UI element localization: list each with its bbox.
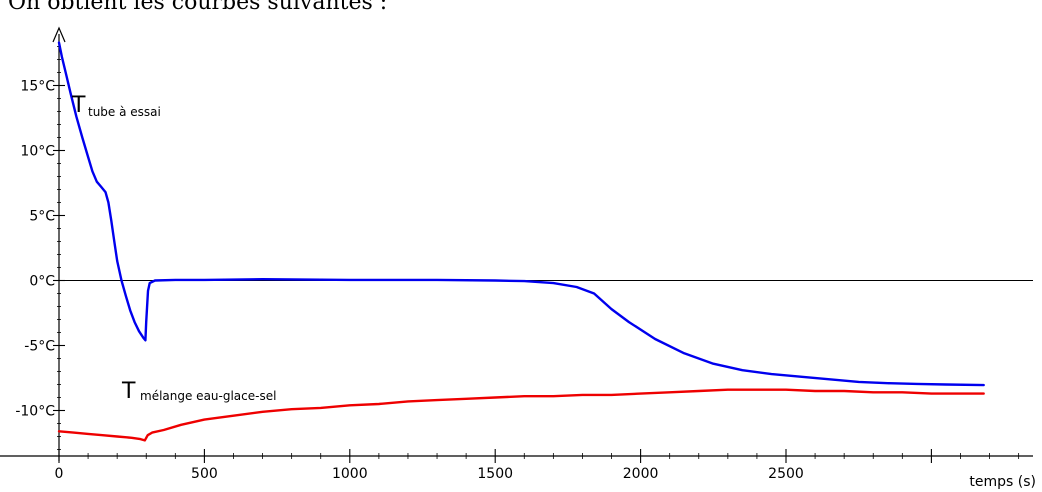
x-tick-label: 1500 [477,466,513,482]
y-axis-arrow [52,26,66,43]
series-line-1 [57,388,985,442]
x-tick-label: 2500 [768,466,804,482]
x-tick-label: 1000 [332,466,368,482]
major-ticks: 15°C 10°C 5°C 0°C -5°C -10°C 0 500 1000 1500 2000 2… [15,79,1036,491]
series-label-sub: tube à essai [88,105,161,119]
y-tick-label: -10°C [15,404,55,420]
series-lines [57,41,985,442]
y-tick-label: 10°C [20,144,55,160]
caption-text: On obtient les courbes suivantes : [8,0,388,15]
x-axis-label: temps (s) [969,474,1036,490]
y-tick-label: 0°C [29,274,55,290]
y-tick-label: -5°C [24,339,55,355]
y-tick-label: 15°C [20,79,55,95]
y-tick-label: 5°C [29,209,55,225]
series-label-main: T [121,379,136,404]
series-label-sub: mélange eau-glace-sel [140,389,276,403]
series-label-main: T [71,93,86,118]
x-tick-label: 2000 [623,466,659,482]
x-tick-label: 0 [55,466,64,482]
series-line-0 [57,41,985,387]
x-tick-label: 500 [191,466,218,482]
